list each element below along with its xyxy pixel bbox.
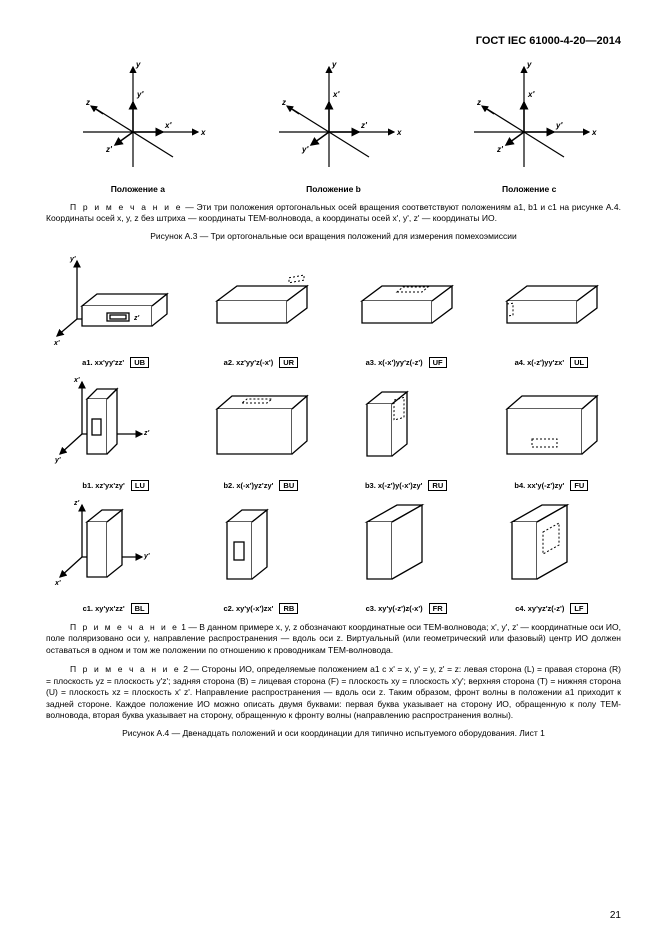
svg-text:y': y': [54, 457, 61, 464]
note-2b: П р и м е ч а н и е 2 — Стороны ИО, опре…: [46, 664, 621, 721]
fig-a3-caption: Рисунок А.3 — Три ортогональные оси вращ…: [46, 231, 621, 241]
doc-header: ГОСТ IEC 61000-4-20—2014: [46, 35, 621, 47]
svg-text:y': y': [301, 145, 309, 154]
cell-c1: z'y'x' с1. xy'yx'zz'BL: [52, 497, 180, 614]
axes-row: y x z y' x' z' Положение a: [46, 57, 621, 194]
svg-text:x': x': [164, 121, 172, 130]
svg-text:z: z: [476, 98, 481, 107]
pos-label-b: Положение b: [242, 184, 426, 194]
svg-text:z': z': [496, 145, 504, 154]
svg-text:y: y: [526, 60, 532, 69]
axes-fig-a: y x z y' x' z' Положение a: [46, 57, 230, 194]
cell-c3: с3. xy'y(-z')z(-x')FR: [342, 497, 470, 614]
svg-text:x': x': [53, 340, 60, 347]
svg-text:y': y': [136, 90, 144, 99]
page: ГОСТ IEC 61000-4-20—2014: [0, 0, 661, 935]
svg-text:z': z': [133, 315, 140, 322]
svg-text:x': x': [527, 90, 535, 99]
svg-text:x': x': [332, 90, 340, 99]
cell-b1: x'z'y' b1. xz'yx'zy'LU: [52, 374, 180, 491]
note-1: П р и м е ч а н и е — Эти три положения …: [46, 202, 621, 225]
cell-a1: y'z'x' а1. xx'yy'zz'UB: [52, 251, 180, 368]
page-number: 21: [610, 910, 621, 921]
pos-label-c: Положение c: [437, 184, 621, 194]
cell-b3: b3. x(-z')y(-x')zy'RU: [342, 374, 470, 491]
note-2a: П р и м е ч а н и е 1 — В данном примере…: [46, 622, 621, 656]
svg-text:y': y': [143, 553, 150, 560]
svg-text:z': z': [73, 500, 80, 507]
svg-text:z': z': [143, 430, 150, 437]
svg-text:x: x: [396, 128, 402, 137]
svg-text:x': x': [73, 377, 80, 384]
svg-text:z': z': [105, 145, 113, 154]
svg-text:y: y: [331, 60, 337, 69]
svg-text:x': x': [54, 580, 61, 587]
fig-a4-caption: Рисунок А.4 — Двенадцать положений и оси…: [46, 728, 621, 738]
svg-text:y': y': [555, 121, 563, 130]
cell-b4: b4. xx'y(-z')zy'FU: [487, 374, 615, 491]
svg-text:x: x: [591, 128, 597, 137]
cell-b2: b2. x(-x')yz'zy'BU: [197, 374, 325, 491]
svg-text:z: z: [85, 98, 90, 107]
cell-c4: с4. xy'yz'z(-z')LF: [487, 497, 615, 614]
axes-fig-b: y x z x' z' y' Положение b: [242, 57, 426, 194]
boxes-grid: y'z'x' а1. xx'yy'zz'UB а2. xz'yy'z(-x')U…: [46, 251, 621, 614]
pos-label-a: Положение a: [46, 184, 230, 194]
svg-text:y': y': [69, 256, 76, 263]
axes-fig-c: y x z x' y' z' Положение c: [437, 57, 621, 194]
svg-text:z: z: [281, 98, 286, 107]
svg-text:x: x: [200, 128, 206, 137]
svg-text:z': z': [360, 121, 368, 130]
cell-a3: а3. x(-x')yy'z(-z')UF: [342, 251, 470, 368]
cell-c2: с2. xy'y(-x')zx'RB: [197, 497, 325, 614]
cell-a2: а2. xz'yy'z(-x')UR: [197, 251, 325, 368]
cell-a4: а4. x(-z')yy'zx'UL: [487, 251, 615, 368]
svg-text:y: y: [135, 60, 141, 69]
